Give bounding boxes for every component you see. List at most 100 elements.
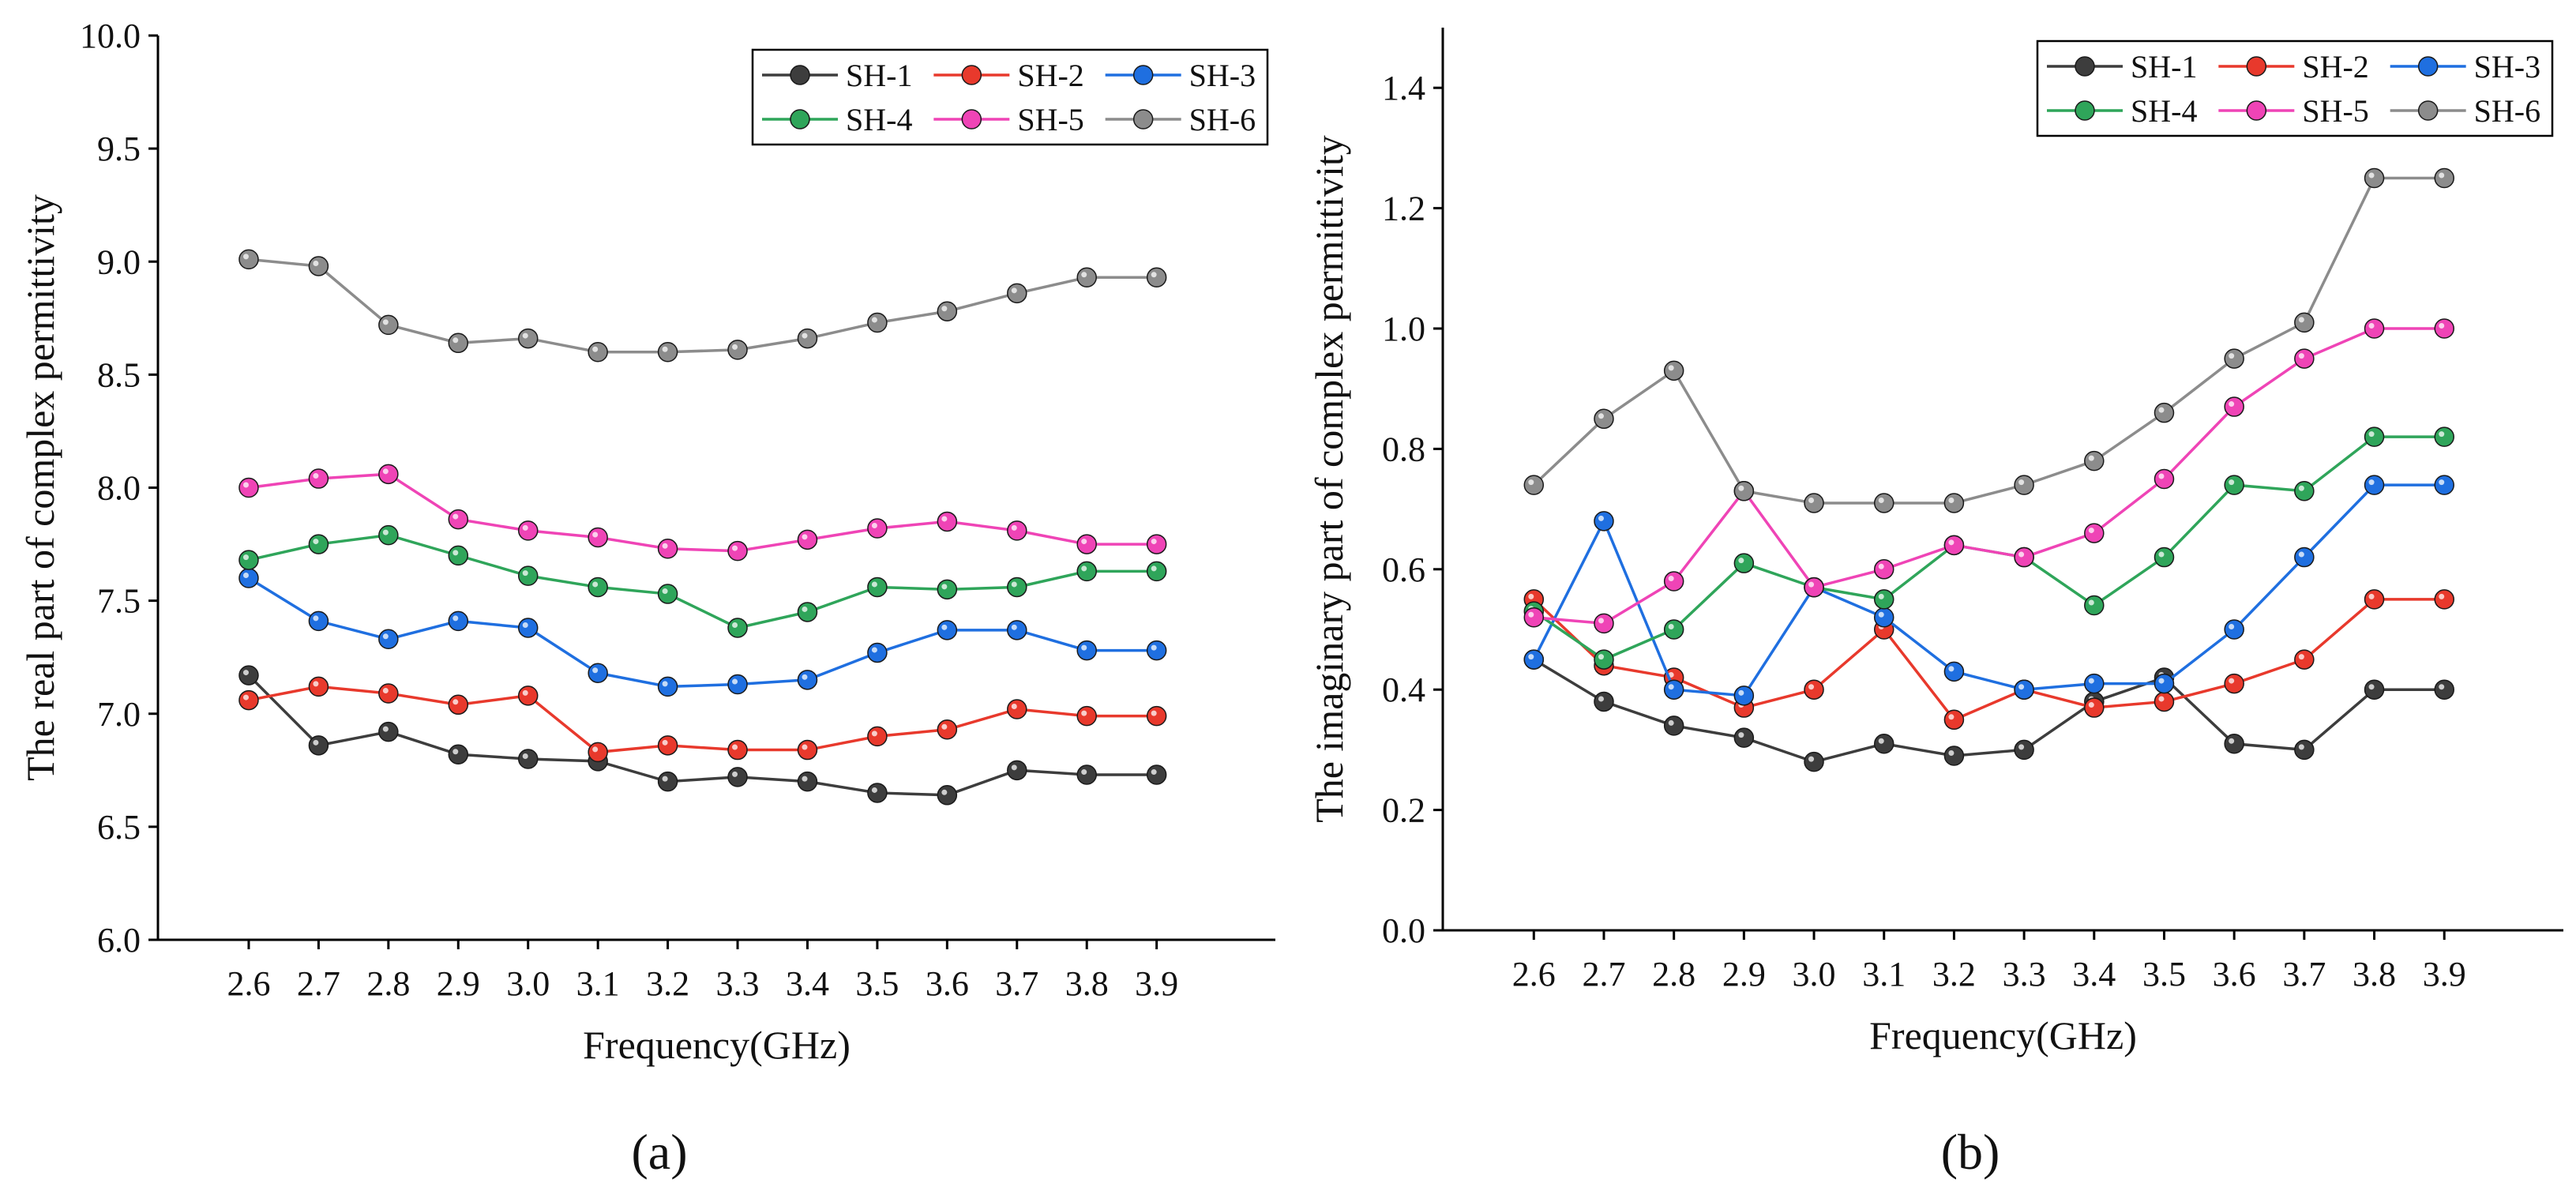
data-point-sh-3: [1076, 640, 1097, 661]
data-point-sh-4: [1873, 589, 1894, 610]
data-point-highlight: [242, 254, 249, 260]
data-point-highlight: [2229, 353, 2235, 359]
data-point-sh-6: [1594, 408, 1614, 430]
data-point-sh-1: [448, 744, 469, 765]
data-point-sh-2: [2364, 589, 2385, 610]
data-point-sh-6: [1007, 283, 1027, 304]
data-point-highlight: [2298, 654, 2304, 660]
data-point-highlight: [1011, 581, 1017, 588]
data-point-sh-2: [2084, 697, 2105, 718]
data-point-highlight: [2229, 479, 2235, 486]
data-point-highlight: [1808, 497, 1815, 503]
data-point-sh-1: [1733, 727, 1755, 748]
x-tick-label: 3.5: [2142, 955, 2186, 994]
data-point-highlight: [2439, 431, 2445, 438]
y-tick-label: 9.0: [97, 242, 141, 281]
data-point-sh-5: [517, 520, 539, 541]
x-tick-label: 3.5: [855, 964, 899, 1003]
data-point-highlight: [1668, 719, 1674, 726]
data-point-sh-2: [867, 726, 888, 747]
data-point-highlight: [2229, 624, 2235, 629]
data-point-highlight: [2088, 702, 2094, 708]
data-point-highlight: [1948, 750, 1955, 757]
legend-label-sh-6: SH-6: [1189, 102, 1256, 137]
legend-label-sh-5: SH-5: [2302, 93, 2368, 129]
data-point-sh-6: [2154, 402, 2175, 423]
data-point-sh-2: [2294, 649, 2315, 670]
data-point-highlight: [592, 346, 599, 352]
data-point-sh-5: [1007, 520, 1027, 541]
data-point-highlight: [522, 570, 528, 577]
data-point-sh-6: [2084, 450, 2105, 471]
series-line-sh-6: [1533, 176, 2445, 505]
data-point-sh-2: [657, 735, 678, 756]
legend-label-sh-1: SH-1: [846, 58, 912, 93]
data-point-highlight: [871, 317, 877, 323]
data-point-sh-2: [1146, 705, 1167, 727]
data-point-highlight: [1808, 684, 1815, 690]
series-line-sh-1: [1533, 658, 2445, 764]
data-point-sh-1: [517, 749, 539, 769]
y-tick-label: 7.0: [97, 695, 141, 734]
legend-swatch-marker: [790, 109, 810, 130]
y-axis-title: The real part of complex permittivity: [18, 194, 62, 781]
legend-label-sh-2: SH-2: [2302, 49, 2368, 85]
data-point-sh-2: [238, 689, 259, 711]
y-tick-label: 8.0: [97, 469, 141, 508]
data-point-sh-1: [2294, 739, 2315, 761]
data-point-highlight: [242, 482, 249, 488]
data-point-highlight: [1151, 710, 1157, 716]
x-tick-label: 3.6: [926, 964, 969, 1003]
data-point-highlight: [662, 588, 668, 595]
data-point-highlight: [871, 647, 877, 653]
data-point-sh-6: [517, 328, 539, 349]
legend-swatch-marker: [790, 65, 810, 85]
x-tick-label: 3.3: [716, 964, 760, 1003]
x-tick-label: 3.4: [786, 964, 829, 1003]
legend-swatch-marker: [1132, 65, 1154, 85]
data-point-sh-6: [727, 340, 748, 360]
y-tick-label: 1.0: [1382, 310, 1425, 348]
data-point-sh-4: [378, 524, 399, 546]
data-point-sh-5: [1804, 577, 1824, 598]
data-point-sh-5: [2154, 468, 2175, 490]
series-line-sh-5: [1534, 327, 2445, 625]
data-point-highlight: [2229, 401, 2235, 408]
data-point-sh-5: [308, 468, 329, 489]
y-tick-label: 7.5: [97, 582, 141, 621]
data-point-highlight: [1808, 756, 1815, 762]
data-point-sh-6: [937, 301, 958, 321]
data-point-sh-5: [1663, 571, 1684, 592]
data-point-highlight: [382, 468, 389, 475]
data-point-highlight: [313, 473, 319, 479]
data-point-sh-5: [1594, 613, 1614, 634]
chart-panel-a: 6.0 6.5 7.0 7.5 8.0 8.5 9.0 9.5 10.0 2.6 2.7 2.8 2.9…: [18, 17, 1275, 1067]
data-point-highlight: [941, 789, 948, 795]
data-point-sh-3: [588, 663, 608, 683]
legend-swatch-marker: [2417, 56, 2439, 77]
data-point-highlight: [382, 726, 389, 732]
data-point-sh-5: [727, 540, 748, 562]
data-point-highlight: [1011, 764, 1017, 771]
data-point-sh-6: [1873, 493, 1894, 513]
y-tick-label: 9.5: [97, 130, 141, 168]
data-point-sh-5: [1146, 534, 1167, 554]
data-point-highlight: [732, 678, 738, 685]
data-point-highlight: [2368, 172, 2375, 178]
data-point-sh-4: [657, 584, 678, 604]
data-point-sh-4: [727, 618, 748, 638]
data-point-sh-4: [1733, 553, 1755, 573]
data-point-sh-4: [2434, 426, 2454, 447]
data-point-highlight: [1738, 689, 1744, 696]
data-point-sh-3: [2224, 619, 2244, 640]
data-point-sh-6: [2294, 312, 2315, 333]
data-point-highlight: [2439, 684, 2445, 690]
data-point-highlight: [313, 739, 319, 746]
data-point-sh-3: [937, 620, 958, 640]
x-tick-label: 3.6: [2213, 955, 2256, 994]
data-point-sh-6: [588, 342, 608, 362]
series-line-sh-2: [248, 685, 1157, 754]
data-point-sh-5: [448, 509, 469, 530]
data-point-highlight: [1081, 644, 1087, 651]
data-point-highlight: [1528, 479, 1534, 486]
